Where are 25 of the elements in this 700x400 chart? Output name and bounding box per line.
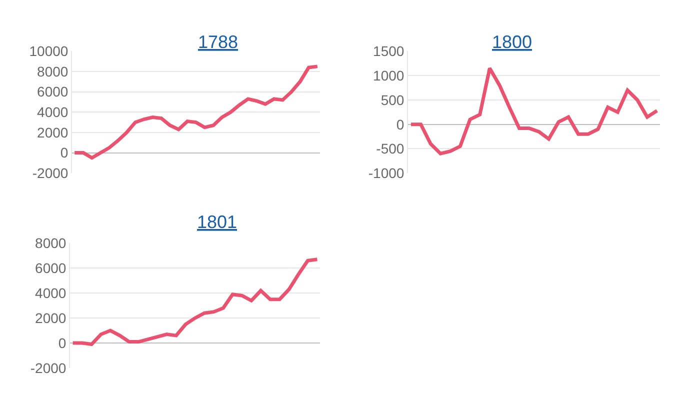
y-tick-label: 1500 — [373, 43, 404, 60]
y-tick-label: 4000 — [37, 104, 68, 120]
y-tick-label: -500 — [376, 140, 404, 157]
line-series — [72, 64, 320, 160]
y-tick-label: 2000 — [37, 124, 68, 140]
y-tick-label: 6000 — [35, 260, 66, 276]
y-tick-label: -1000 — [368, 165, 404, 182]
y-tick-label: 2000 — [35, 310, 66, 326]
chart-title: 1800 — [492, 32, 532, 52]
line-series — [71, 258, 319, 346]
y-tick-label: -2000 — [30, 360, 66, 376]
y-tick-label: -2000 — [32, 165, 68, 182]
chart-title: 1788 — [198, 32, 238, 52]
y-tick-label: 0 — [396, 116, 404, 132]
y-tick-label: 6000 — [37, 84, 68, 100]
chart-title: 1801 — [197, 212, 238, 232]
y-tick-label: 8000 — [35, 235, 66, 252]
y-tick-label: 500 — [380, 92, 404, 108]
y-tick-label: 4000 — [35, 285, 66, 302]
y-tick-label: 1000 — [373, 67, 404, 84]
line-series — [409, 66, 659, 156]
y-tick-label: 0 — [60, 144, 68, 161]
y-tick-label: 8000 — [37, 63, 68, 80]
y-tick-label: 10000 — [29, 43, 68, 60]
y-tick-label: 0 — [58, 334, 66, 351]
